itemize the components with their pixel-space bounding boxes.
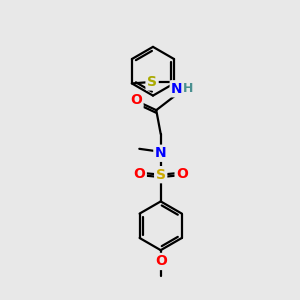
Text: S: S	[156, 168, 166, 182]
Text: N: N	[155, 146, 167, 160]
Text: O: O	[130, 93, 142, 107]
Text: O: O	[155, 254, 167, 268]
Text: S: S	[147, 75, 157, 89]
Text: N: N	[171, 82, 183, 96]
Text: H: H	[183, 82, 194, 95]
Text: O: O	[176, 167, 188, 182]
Text: O: O	[134, 167, 145, 182]
